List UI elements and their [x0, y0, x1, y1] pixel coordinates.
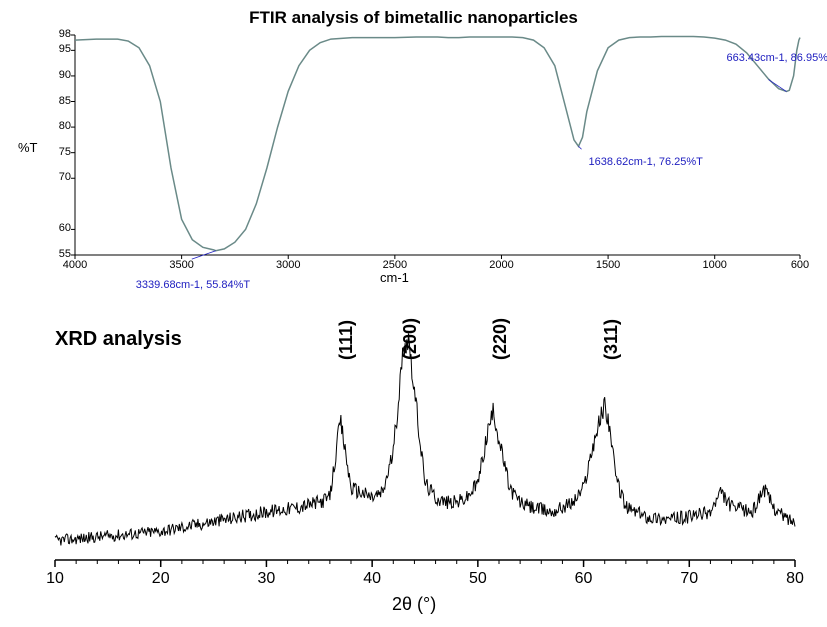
- ftir-xtick: 1000: [697, 259, 733, 271]
- ftir-title: FTIR analysis of bimetallic nanoparticle…: [0, 8, 827, 28]
- xrd-xtick: 60: [570, 570, 598, 588]
- ftir-ytick: 95: [47, 43, 71, 55]
- ftir-xtick: 2000: [483, 259, 519, 271]
- ftir-ytick: 90: [47, 69, 71, 81]
- ftir-xlabel: cm-1: [380, 270, 409, 285]
- ftir-ytick: 60: [47, 222, 71, 234]
- xrd-xtick: 40: [358, 570, 386, 588]
- xrd-xtick: 50: [464, 570, 492, 588]
- ftir-xtick: 4000: [57, 259, 93, 271]
- ftir-annotation: 1638.62cm-1, 76.25%T: [589, 156, 703, 168]
- ftir-xtick: 600: [782, 259, 818, 271]
- ftir-ytick: 85: [47, 95, 71, 107]
- xrd-peak-label: (200): [400, 318, 421, 360]
- xrd-xtick: 20: [147, 570, 175, 588]
- xrd-peak-label: (311): [601, 319, 622, 360]
- xrd-xlabel: 2θ (°): [392, 594, 436, 615]
- xrd-xtick: 80: [781, 570, 809, 588]
- ftir-xtick: 3500: [164, 259, 200, 271]
- ftir-ytick: 80: [47, 120, 71, 132]
- xrd-xtick: 10: [41, 570, 69, 588]
- ftir-annotation: 3339.68cm-1, 55.84%T: [136, 279, 250, 291]
- ftir-xtick: 3000: [270, 259, 306, 271]
- xrd-xtick: 70: [675, 570, 703, 588]
- xrd-peak-label: (111): [336, 320, 357, 360]
- xrd-xtick: 30: [252, 570, 280, 588]
- ftir-ytick: 70: [47, 171, 71, 183]
- ftir-ytick: 98: [47, 28, 71, 40]
- xrd-peak-label: (220): [490, 318, 511, 360]
- ftir-annotation: 663.43cm-1, 86.95%T: [726, 52, 827, 64]
- ftir-xtick: 1500: [590, 259, 626, 271]
- ftir-ytick: 75: [47, 146, 71, 158]
